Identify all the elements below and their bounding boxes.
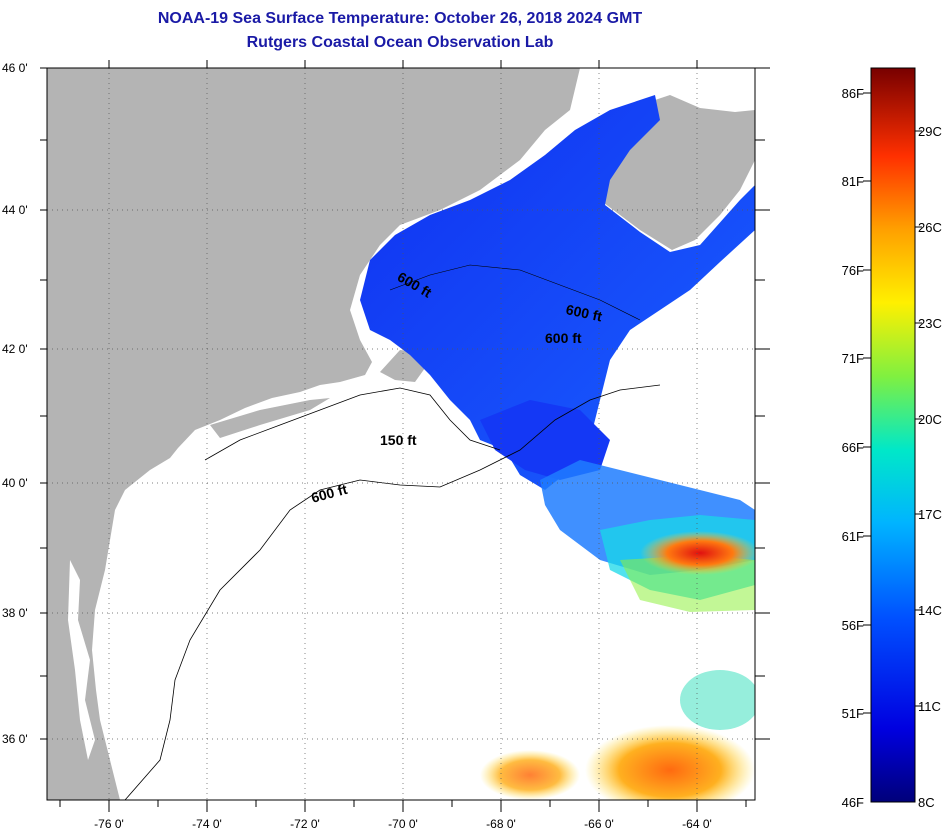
colorbar bbox=[870, 67, 916, 803]
colorbar-label-f: 81F bbox=[841, 174, 864, 189]
map-subtitle: Rutgers Coastal Ocean Observation Lab bbox=[246, 34, 554, 51]
lat-label: 46 0' bbox=[2, 61, 28, 75]
lat-label: 42 0' bbox=[2, 342, 28, 356]
colorbar-label-c: 23C bbox=[918, 316, 942, 331]
colorbar-label-c: 14C bbox=[918, 603, 942, 618]
lat-label: 44 0' bbox=[2, 203, 28, 217]
colorbar-label-c: 29C bbox=[918, 124, 942, 139]
lat-label: 40 0' bbox=[2, 476, 28, 490]
contour-label: 600 ft bbox=[545, 330, 582, 346]
lon-label: -70 0' bbox=[388, 817, 418, 831]
map-frame bbox=[46, 67, 756, 801]
lon-label: -68 0' bbox=[486, 817, 516, 831]
map-title: NOAA-19 Sea Surface Temperature: October… bbox=[157, 10, 643, 27]
lon-label: -66 0' bbox=[584, 817, 614, 831]
contour-label: 600 ft bbox=[565, 301, 604, 324]
land-usa bbox=[47, 68, 580, 800]
land-nova-scotia bbox=[600, 112, 735, 225]
colorbar-label-f: 46F bbox=[841, 795, 864, 810]
lat-ticks bbox=[40, 67, 770, 740]
lon-ticks bbox=[59, 60, 747, 812]
contour-inner bbox=[389, 264, 641, 321]
lon-label: -64 0' bbox=[682, 817, 712, 831]
colorbar-label-f: 86F bbox=[841, 86, 864, 101]
lat-label: 38 0' bbox=[2, 606, 28, 620]
colorbar-label-f: 61F bbox=[841, 529, 864, 544]
colorbar-label-c: 20C bbox=[918, 412, 942, 427]
sst-gulf-of-maine bbox=[360, 95, 755, 490]
colorbar-label-c: 26C bbox=[918, 220, 942, 235]
contour-label: 150 ft bbox=[380, 432, 417, 448]
colorbar-label-c: 8C bbox=[918, 795, 935, 810]
sst-gulf-stream-sw bbox=[480, 750, 580, 800]
colorbar-label-f: 71F bbox=[841, 351, 864, 366]
colorbar-label-f: 66F bbox=[841, 440, 864, 455]
colorbar-ticks bbox=[863, 92, 922, 714]
colorbar-label-c: 17C bbox=[918, 507, 942, 522]
sst-warm-eddy bbox=[640, 531, 755, 575]
colorbar-label-f: 56F bbox=[841, 618, 864, 633]
lat-label: 36 0' bbox=[2, 732, 28, 746]
contour-600ft bbox=[124, 384, 661, 800]
lon-label: -74 0' bbox=[192, 817, 222, 831]
sst-gulf-stream-south bbox=[585, 725, 755, 800]
colorbar-label-c: 11C bbox=[918, 699, 941, 714]
colorbar-label-f: 51F bbox=[841, 706, 864, 721]
contour-150ft bbox=[204, 387, 501, 461]
land-long-island bbox=[210, 398, 330, 438]
colorbar-label-f: 76F bbox=[841, 263, 864, 278]
lon-label: -72 0' bbox=[290, 817, 320, 831]
chesapeake-bay bbox=[68, 560, 95, 760]
sst-cyan-south bbox=[680, 670, 755, 730]
lon-label: -76 0' bbox=[94, 817, 124, 831]
graticule bbox=[47, 68, 755, 800]
sst-georges-bank bbox=[480, 400, 610, 480]
